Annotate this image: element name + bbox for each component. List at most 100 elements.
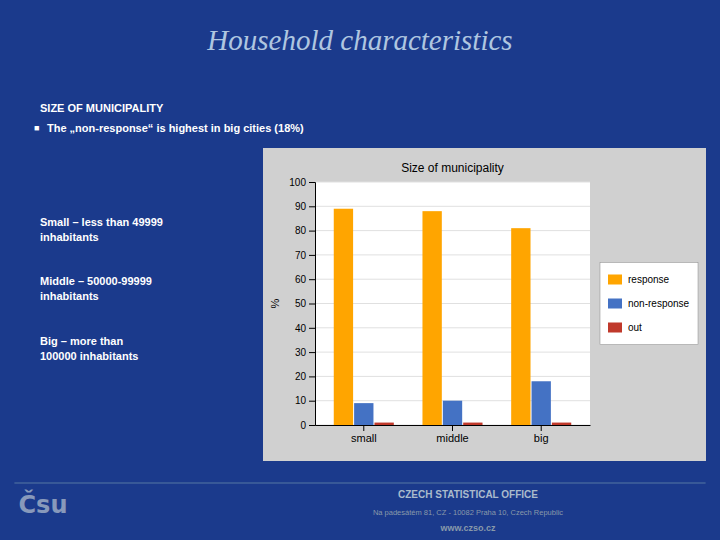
left-label: Middle – 50000-99999 inhabitants	[40, 275, 152, 302]
text-line: Small – less than 49999	[40, 216, 163, 228]
grid-line	[315, 206, 590, 207]
text-line: The „non-response“ is highest in big cit…	[47, 122, 304, 134]
tick-label: middle	[436, 432, 468, 444]
text-line: inhabitants	[40, 290, 99, 302]
tick: 80	[295, 225, 315, 236]
text-line: Middle – 50000-99999	[40, 275, 152, 287]
bar	[552, 423, 571, 425]
tick: 20	[295, 371, 315, 382]
text-line: inhabitants	[40, 231, 99, 243]
tick-mark	[309, 304, 315, 305]
chart-title: Size of municipality	[401, 161, 504, 175]
tick-label: small	[351, 432, 377, 444]
tick: 10	[295, 395, 315, 406]
bar	[511, 228, 530, 425]
tick-mark	[452, 425, 453, 431]
footer-text: www.czso.cz	[439, 523, 496, 533]
tick: 0	[300, 420, 315, 431]
tick-mark	[363, 425, 364, 431]
tick: small	[351, 425, 377, 444]
tick-label: 90	[295, 201, 307, 212]
grid	[315, 182, 590, 425]
tick-mark	[309, 255, 315, 256]
grid-line	[315, 279, 590, 280]
tick-mark	[309, 182, 315, 183]
legend-label: response	[628, 274, 670, 285]
tick: 60	[295, 274, 315, 285]
tick-mark	[309, 376, 315, 377]
bar	[334, 209, 353, 425]
logo: Čsu	[19, 489, 68, 519]
legend-box	[600, 263, 698, 345]
bar	[532, 381, 551, 425]
tick-label: 50	[295, 298, 307, 309]
tick: 70	[295, 250, 315, 261]
tick-label: 100	[289, 177, 306, 188]
tick-mark	[309, 231, 315, 232]
series	[374, 423, 571, 425]
chart: 0 10 20 30 40 50 60 70 80 90 100 small middle big	[289, 177, 590, 444]
bullet-mark: ■	[34, 123, 39, 133]
page: Household characteristics SIZE OF MUNICIP…	[0, 0, 720, 540]
legend-entry: out	[608, 322, 642, 333]
legend-swatch	[608, 275, 622, 285]
legend-swatch	[608, 323, 622, 333]
tick: 40	[295, 323, 315, 334]
legend-label: out	[628, 322, 642, 333]
plot-background	[315, 182, 590, 425]
tick: 100	[289, 177, 315, 188]
tick-mark	[309, 206, 315, 207]
tick-label: 20	[295, 371, 307, 382]
tick-label: big	[534, 432, 549, 444]
bullet-text: The „non-response“ is highest in big cit…	[47, 122, 304, 134]
tick: 30	[295, 347, 315, 358]
bar	[354, 403, 373, 425]
tick: 90	[295, 201, 315, 212]
x-axis: small middle big	[316, 425, 591, 444]
series	[354, 381, 551, 425]
tick-mark	[309, 328, 315, 329]
text-line: ■	[34, 123, 39, 133]
bar	[374, 423, 393, 425]
text-line: www.czso.cz	[439, 523, 496, 533]
y-axis: 0 10 20 30 40 50 60 70 80 90 100	[289, 177, 315, 431]
footer-separator	[14, 483, 705, 484]
legend-label: non-response	[628, 298, 690, 309]
tick-mark	[309, 352, 315, 353]
text-line: Big – more than	[40, 335, 123, 347]
legend-entry: response	[608, 274, 670, 285]
legend-entry: non-response	[608, 298, 690, 309]
text-line: CZECH STATISTICAL OFFICE	[398, 489, 538, 500]
grid-line	[315, 352, 590, 353]
page-title: Household characteristics	[206, 24, 512, 56]
grid-line	[315, 376, 590, 377]
tick-label: 40	[295, 323, 307, 334]
grid-line	[315, 182, 590, 183]
series	[334, 209, 531, 425]
tick-mark	[309, 425, 315, 426]
background	[0, 0, 720, 540]
text-line: 100000 inhabitants	[40, 350, 138, 362]
tick-label: 30	[295, 347, 307, 358]
tick-label: 60	[295, 274, 307, 285]
tick: middle	[436, 425, 468, 444]
bar	[422, 211, 441, 425]
footer-text: Na padesátém 81, CZ - 10082 Praha 10, Cz…	[373, 508, 563, 517]
subtitle: SIZE OF MUNICIPALITY	[40, 102, 164, 114]
grid-line	[315, 303, 590, 304]
tick: 50	[295, 298, 315, 309]
grid-line	[315, 230, 590, 231]
text-line: Na padesátém 81, CZ - 10082 Praha 10, Cz…	[373, 508, 563, 517]
tick-label: 80	[295, 225, 307, 236]
bar	[443, 401, 462, 425]
tick-mark	[541, 425, 542, 431]
tick-label: 70	[295, 250, 307, 261]
tick-label: 0	[300, 420, 306, 431]
text-line: Čsu	[19, 489, 68, 519]
legend-swatch	[608, 299, 622, 309]
left-label: Small – less than 49999 inhabitants	[40, 216, 163, 243]
grid-line	[315, 327, 590, 328]
left-label: Big – more than 100000 inhabitants	[40, 335, 138, 362]
legend: response non-response out	[600, 263, 698, 345]
bar	[463, 423, 482, 425]
